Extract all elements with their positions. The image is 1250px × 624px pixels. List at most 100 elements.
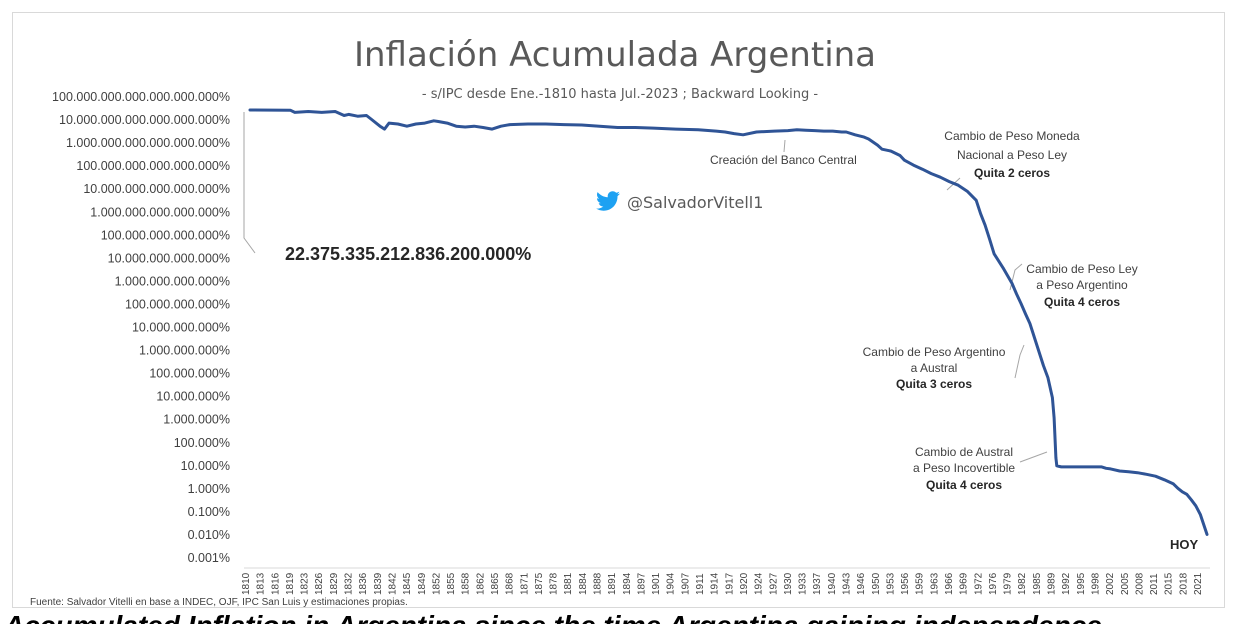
x-tick-label: 1946	[856, 572, 867, 595]
x-tick-label: 1972	[973, 572, 984, 595]
peso-ley-line1: Cambio de Peso Moneda	[944, 129, 1080, 143]
x-tick-label: 1950	[871, 572, 882, 595]
incovertible-line3: Quita 4 ceros	[926, 478, 1002, 492]
y-tick-label: 0.001%	[188, 551, 230, 565]
x-tick-label: 1823	[300, 572, 311, 595]
x-tick-label: 2008	[1134, 572, 1145, 595]
twitter-badge: @SalvadorVitell1	[596, 191, 763, 212]
y-tick-label: 10.000.000.000.000.000.000%	[59, 113, 230, 127]
y-tick-label: 10.000.000.000.000.000%	[83, 182, 230, 196]
x-tick-label: 1920	[739, 572, 750, 595]
peso-argentino-line1: Cambio de Peso Ley	[1026, 262, 1137, 276]
total-leader-line	[243, 112, 256, 254]
x-tick-label: 1924	[754, 572, 765, 595]
austral-line2: a Austral	[911, 361, 958, 375]
x-tick-label: 1871	[519, 572, 530, 595]
x-tick-label: 2015	[1164, 572, 1175, 595]
x-tick-label: 1940	[827, 572, 838, 595]
x-tick-label: 1998	[1091, 572, 1102, 595]
inflation-series-line	[248, 108, 1209, 536]
x-tick-label: 1907	[680, 572, 691, 595]
x-tick-label: 1839	[373, 572, 384, 595]
x-tick-label: 1901	[651, 572, 662, 595]
y-tick-label: 100.000.000.000.000.000%	[76, 159, 230, 173]
y-tick-label: 10.000.000.000.000%	[108, 251, 230, 265]
austral-line1: Cambio de Peso Argentino	[863, 345, 1006, 359]
y-tick-label: 1.000.000%	[163, 413, 230, 427]
x-tick-label: 1953	[885, 572, 896, 595]
banco-central-label: Creación del Banco Central	[710, 153, 857, 167]
y-tick-label: 10.000.000%	[156, 390, 230, 404]
x-tick-label: 1963	[929, 572, 940, 595]
x-tick-label: 2002	[1105, 572, 1116, 595]
y-tick-label: 1.000.000.000.000.000%	[90, 205, 230, 219]
x-tick-label: 1976	[988, 572, 999, 595]
x-tick-label: 1875	[534, 572, 545, 595]
austral-leader	[1014, 344, 1025, 379]
x-tick-label: 1992	[1061, 572, 1072, 595]
x-tick-label: 1858	[461, 572, 472, 595]
x-tick-label: 2011	[1149, 573, 1160, 595]
x-tick-label: 1989	[1047, 572, 1058, 595]
y-tick-label: 10.000%	[181, 459, 230, 473]
peso-argentino-line2: a Peso Argentino	[1036, 278, 1128, 292]
twitter-bird-icon	[596, 191, 620, 211]
x-tick-label: 1930	[783, 572, 794, 595]
x-axis-ticks: 1810 1813 1816 1819 1823 1826 1829 1832 1836 1839…	[241, 572, 1204, 595]
x-tick-label: 1826	[314, 572, 325, 595]
x-tick-label: 1911	[695, 573, 706, 595]
y-tick-label: 0.010%	[188, 528, 230, 542]
austral-line3: Quita 3 ceros	[896, 377, 972, 391]
x-tick-label: 1959	[915, 572, 926, 595]
x-tick-label: 1849	[417, 572, 428, 595]
x-tick-label: 1862	[475, 572, 486, 595]
banco-central-leader	[783, 139, 786, 153]
x-tick-label: 1966	[944, 572, 955, 595]
y-tick-label: 100.000.000.000%	[125, 297, 230, 311]
x-tick-label: 1878	[549, 572, 560, 595]
total-inflation-label: 22.375.335.212.836.200.000%	[285, 244, 531, 264]
y-tick-label: 100.000.000.000.000%	[101, 228, 230, 242]
x-tick-label: 1813	[256, 572, 267, 595]
peso-argentino-line3: Quita 4 ceros	[1044, 295, 1120, 309]
y-axis-ticks: 100.000.000.000.000.000.000% 10.000.000.0…	[52, 90, 230, 565]
x-tick-label: 1937	[812, 572, 823, 595]
x-tick-label: 2021	[1193, 572, 1204, 595]
peso-ley-line2: Nacional a Peso Ley	[957, 148, 1067, 162]
y-tick-label: 1.000.000.000.000.000.000%	[66, 136, 230, 150]
x-tick-label: 2005	[1120, 572, 1131, 595]
x-tick-label: 1979	[1003, 572, 1014, 595]
incovertible-leader	[1019, 451, 1048, 463]
x-tick-label: 1995	[1076, 572, 1087, 595]
chart-subtitle: - s/IPC desde Ene.-1810 hasta Jul.-2023 …	[422, 87, 819, 102]
twitter-handle: @SalvadorVitell1	[627, 193, 763, 212]
x-tick-label: 1943	[842, 572, 853, 595]
x-tick-label: 1865	[490, 572, 501, 595]
x-tick-label: 1881	[563, 572, 574, 595]
x-tick-label: 1917	[724, 572, 735, 595]
x-tick-label: 1852	[431, 572, 442, 595]
incovertible-line2: a Peso Incovertible	[913, 461, 1015, 475]
x-tick-label: 1842	[388, 572, 399, 595]
x-tick-label: 1985	[1032, 572, 1043, 595]
x-tick-label: 1810	[241, 572, 252, 595]
x-tick-label: 1982	[1017, 572, 1028, 595]
x-tick-label: 1888	[593, 572, 604, 595]
x-tick-label: 1884	[578, 572, 589, 595]
x-tick-label: 1904	[666, 572, 677, 595]
x-tick-label: 1956	[900, 572, 911, 595]
caption-text: Accumulated Inflation in Argentina since…	[4, 612, 1250, 624]
y-tick-label: 1.000%	[188, 482, 230, 496]
x-tick-label: 2018	[1178, 572, 1189, 595]
hoy-label: HOY	[1170, 537, 1199, 552]
peso-ley-line3: Quita 2 ceros	[974, 166, 1050, 180]
chart-title: Inflación Acumulada Argentina	[354, 35, 876, 75]
x-tick-label: 1894	[622, 572, 633, 595]
y-tick-label: 1.000.000.000.000%	[115, 274, 230, 288]
x-tick-label: 1845	[402, 572, 413, 595]
x-tick-label: 1927	[768, 572, 779, 595]
source-note: Fuente: Salvador Vitelli en base a INDEC…	[30, 597, 408, 608]
incovertible-line1: Cambio de Austral	[915, 445, 1013, 459]
y-tick-label: 100.000.000%	[149, 367, 230, 381]
x-tick-label: 1897	[636, 572, 647, 595]
